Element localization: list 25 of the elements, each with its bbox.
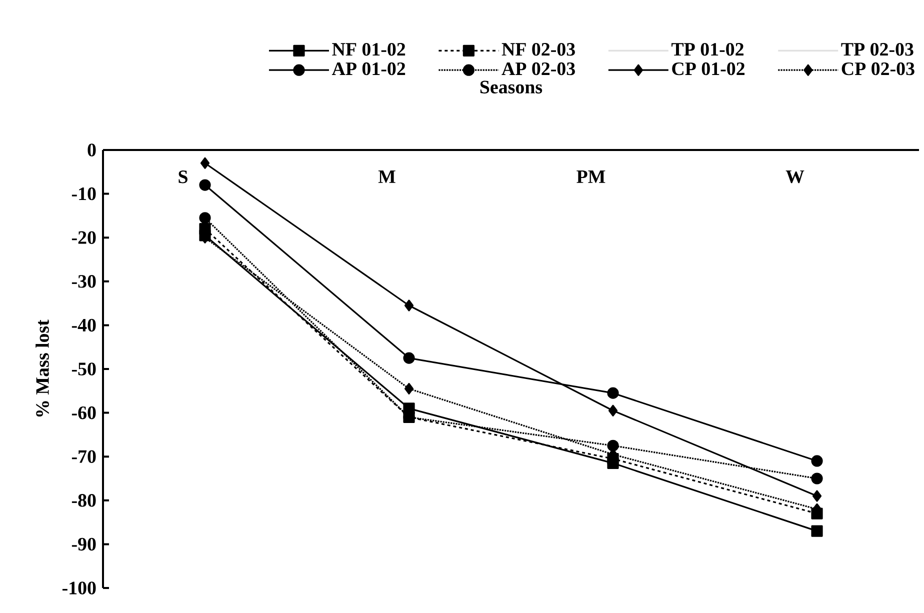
x-tick-label: W [786,170,804,184]
y-tick-label: -10 [72,187,96,200]
legend-label: AP 01-02 [332,62,406,76]
y-tick-label: -80 [72,494,96,507]
legend-label: AP 02-03 [502,62,575,76]
legend-label: NF 01-02 [332,42,406,56]
y-tick-label: -100 [62,582,96,594]
y-tick-label: 0 [88,144,96,156]
x-tick-label: M [378,170,396,183]
legend-label: NF 02-03 [502,42,575,56]
x-tick-label: PM [576,170,606,183]
y-tick-label: -50 [72,362,96,376]
y-tick-label: -40 [72,318,96,332]
legend-label: CP 01-02 [672,62,744,76]
y-axis-title: % Mass lost [36,320,49,416]
legend-label: TP 02-03 [841,42,914,56]
x-axis-title: Seasons [480,80,542,94]
y-tick-label: -20 [72,231,96,244]
y-tick-label: -30 [72,275,96,288]
x-tick-label: S [178,170,188,184]
y-tick-label: -90 [72,538,96,551]
y-tick-label: -70 [72,450,96,463]
legend-label: TP 01-02 [671,42,744,56]
legend-label: CP 02-03 [842,62,914,76]
y-tick-label: -60 [72,406,96,420]
